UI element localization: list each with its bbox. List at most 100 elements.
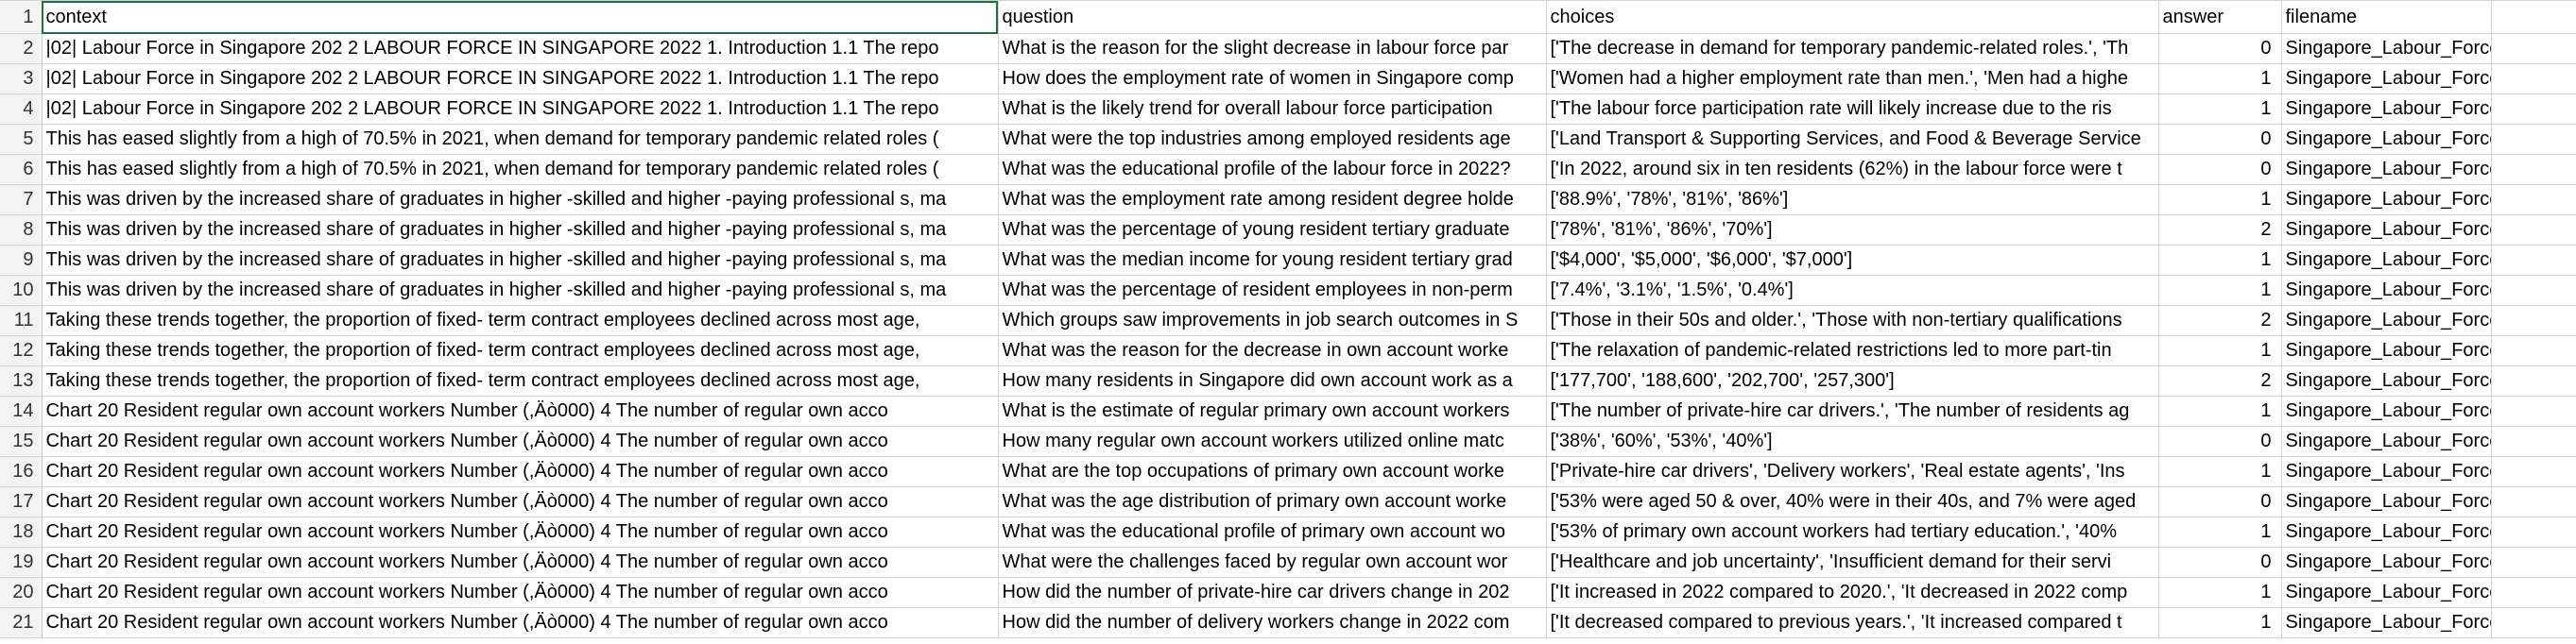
cell-context[interactable]: This was driven by the increased share o…	[42, 245, 999, 276]
cell-question[interactable]: How does the employment rate of women in…	[998, 63, 1547, 94]
empty-cell[interactable]	[2491, 577, 2576, 608]
cell-context[interactable]: |02| Labour Force in Singapore 202 2 LAB…	[42, 33, 999, 64]
cell-filename[interactable]: Singapore_Labour_Force.pdf	[2281, 486, 2492, 517]
cell-context[interactable]: |02| Labour Force in Singapore 202 2 LAB…	[42, 63, 999, 94]
cell-context[interactable]: Chart 20 Resident regular own account wo…	[42, 577, 999, 608]
row-number[interactable]: 10	[0, 275, 43, 306]
empty-cell[interactable]	[2491, 335, 2576, 366]
cell-choices[interactable]: ['The number of private-hire car drivers…	[1546, 396, 2159, 427]
cell-context[interactable]: Taking these trends together, the propor…	[42, 365, 999, 397]
empty-cell[interactable]	[2491, 184, 2576, 215]
cell-answer[interactable]: 2	[2158, 214, 2282, 246]
cell-choices[interactable]: ['Land Transport & Supporting Services, …	[1546, 124, 2159, 155]
cell-filename[interactable]: Singapore_Labour_Force.pdf	[2281, 396, 2492, 427]
empty-cell[interactable]	[2491, 365, 2576, 397]
cell-answer[interactable]: 1	[2158, 275, 2282, 306]
row-number[interactable]: 15	[0, 426, 43, 457]
cell-choices[interactable]: ['88.9%', '78%', '81%', '86%']	[1546, 184, 2159, 215]
cell-context[interactable]: Taking these trends together, the propor…	[42, 335, 999, 366]
cell-answer[interactable]: 2	[2158, 305, 2282, 336]
cell-answer[interactable]: 0	[2158, 486, 2282, 517]
row-number[interactable]: 5	[0, 124, 43, 155]
cell-context[interactable]: Chart 20 Resident regular own account wo…	[42, 607, 999, 638]
empty-cell[interactable]	[2491, 154, 2576, 185]
cell-context[interactable]: This was driven by the increased share o…	[42, 275, 999, 306]
header-cell-context[interactable]: context	[42, 0, 999, 34]
cell-question[interactable]: What is the reason for the slight decrea…	[998, 33, 1547, 64]
empty-cell[interactable]	[2491, 63, 2576, 94]
header-cell-question[interactable]: question	[998, 0, 1547, 34]
row-number[interactable]: 21	[0, 607, 43, 638]
empty-cell[interactable]	[2491, 33, 2576, 64]
cell-context[interactable]: This has eased slightly from a high of 7…	[42, 124, 999, 155]
cell-question[interactable]: What were the challenges faced by regula…	[998, 547, 1547, 578]
cell-filename[interactable]: Singapore_Labour_Force.pdf	[2281, 456, 2492, 487]
cell-question[interactable]: What were the top industries among emplo…	[998, 124, 1547, 155]
cell-filename[interactable]: Singapore_Labour_Force.pdf	[2281, 93, 2492, 125]
empty-cell[interactable]	[2491, 396, 2576, 427]
cell-answer[interactable]: 0	[2158, 124, 2282, 155]
cell-filename[interactable]: Singapore_Labour_Force.pdf	[2281, 547, 2492, 578]
cell-choices[interactable]: ['78%', '81%', '86%', '70%']	[1546, 214, 2159, 246]
cell-answer[interactable]: 1	[2158, 93, 2282, 125]
cell-filename[interactable]: Singapore_Labour_Force.pdf	[2281, 577, 2492, 608]
cell-choices[interactable]: ['The labour force participation rate wi…	[1546, 93, 2159, 125]
cell-question[interactable]: What is the likely trend for overall lab…	[998, 93, 1547, 125]
cell-question[interactable]: How many regular own account workers uti…	[998, 426, 1547, 457]
empty-cell[interactable]	[2491, 456, 2576, 487]
cell-question[interactable]: How many residents in Singapore did own …	[998, 365, 1547, 397]
cell-answer[interactable]: 1	[2158, 396, 2282, 427]
cell-answer[interactable]: 1	[2158, 456, 2282, 487]
row-number[interactable]: 11	[0, 305, 43, 336]
cell-question[interactable]: What was the educational profile of prim…	[998, 517, 1547, 548]
cell-answer[interactable]: 1	[2158, 577, 2282, 608]
cell-choices[interactable]: ['The decrease in demand for temporary p…	[1546, 33, 2159, 64]
cell-filename[interactable]: Singapore_Labour_Force.pdf	[2281, 517, 2492, 548]
empty-cell[interactable]	[2491, 517, 2576, 548]
cell-answer[interactable]: 0	[2158, 426, 2282, 457]
cell-choices[interactable]: ['38%', '60%', '53%', '40%']	[1546, 426, 2159, 457]
header-cell-filename[interactable]: filename	[2281, 0, 2492, 34]
cell-filename[interactable]: Singapore_Labour_Force.pdf	[2281, 33, 2492, 64]
row-number[interactable]: 9	[0, 245, 43, 276]
empty-cell[interactable]	[2491, 245, 2576, 276]
cell-choices[interactable]: ['Private-hire car drivers', 'Delivery w…	[1546, 456, 2159, 487]
cell-answer[interactable]: 1	[2158, 517, 2282, 548]
row-number[interactable]: 12	[0, 335, 43, 366]
cell-question[interactable]: What was the percentage of young residen…	[998, 214, 1547, 246]
row-number[interactable]: 1	[0, 0, 43, 34]
row-number[interactable]: 16	[0, 456, 43, 487]
cell-answer[interactable]: 0	[2158, 154, 2282, 185]
cell-filename[interactable]: Singapore_Labour_Force.pdf	[2281, 124, 2492, 155]
cell-context[interactable]: Chart 20 Resident regular own account wo…	[42, 426, 999, 457]
row-number[interactable]: 20	[0, 577, 43, 608]
cell-answer[interactable]: 2	[2158, 365, 2282, 397]
empty-cell[interactable]	[2491, 486, 2576, 517]
cell-question[interactable]: Which groups saw improvements in job sea…	[998, 305, 1547, 336]
cell-answer[interactable]: 1	[2158, 63, 2282, 94]
cell-choices[interactable]: ['It decreased compared to previous year…	[1546, 607, 2159, 638]
cell-filename[interactable]: Singapore_Labour_Force.pdf	[2281, 335, 2492, 366]
cell-question[interactable]: What was the age distribution of primary…	[998, 486, 1547, 517]
cell-context[interactable]: Taking these trends together, the propor…	[42, 305, 999, 336]
cell-filename[interactable]: Singapore_Labour_Force.pdf	[2281, 245, 2492, 276]
cell-context[interactable]: Chart 20 Resident regular own account wo…	[42, 547, 999, 578]
cell-filename[interactable]: Singapore_Labour_Force.pdf	[2281, 184, 2492, 215]
row-number[interactable]: 13	[0, 365, 43, 397]
cell-choices[interactable]: ['Women had a higher employment rate tha…	[1546, 63, 2159, 94]
row-number[interactable]: 18	[0, 517, 43, 548]
cell-choices[interactable]: ['53% of primary own account workers had…	[1546, 517, 2159, 548]
cell-answer[interactable]: 1	[2158, 607, 2282, 638]
cell-context[interactable]: Chart 20 Resident regular own account wo…	[42, 396, 999, 427]
cell-answer[interactable]: 0	[2158, 33, 2282, 64]
cell-context[interactable]: |02| Labour Force in Singapore 202 2 LAB…	[42, 93, 999, 125]
empty-cell[interactable]	[2491, 0, 2576, 34]
header-cell-answer[interactable]: answer	[2158, 0, 2282, 34]
cell-question[interactable]: What was the percentage of resident empl…	[998, 275, 1547, 306]
cell-question[interactable]: How did the number of delivery workers c…	[998, 607, 1547, 638]
cell-answer[interactable]: 1	[2158, 245, 2282, 276]
cell-question[interactable]: What was the educational profile of the …	[998, 154, 1547, 185]
row-number[interactable]: 7	[0, 184, 43, 215]
cell-answer[interactable]: 1	[2158, 335, 2282, 366]
cell-choices[interactable]: ['It increased in 2022 compared to 2020.…	[1546, 577, 2159, 608]
